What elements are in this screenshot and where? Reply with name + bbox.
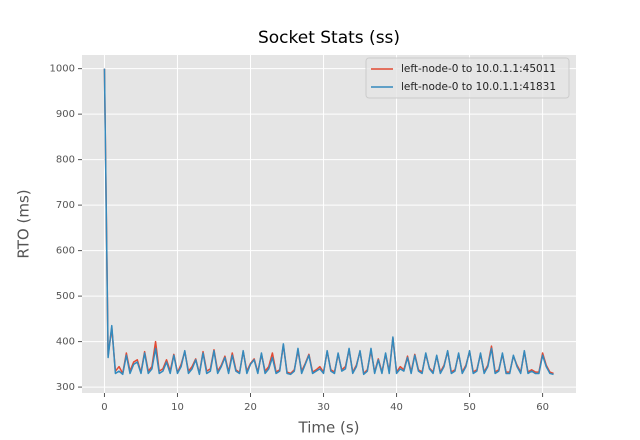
y-tick-label: 1000 (50, 64, 75, 75)
legend-label: left-node-0 to 10.0.1.1:45011 (401, 63, 556, 75)
lines (103, 68, 554, 376)
y-tick-label: 500 (56, 291, 75, 302)
series-line (103, 68, 554, 376)
y-tick-label: 800 (56, 155, 75, 166)
x-tick-label: 60 (536, 402, 549, 413)
ticks: 300 400 500 600 700 800 900 1000 0 10 20 30 40 50 60 (50, 64, 549, 413)
y-axis-label: RTO (ms) (15, 189, 33, 258)
plot-background (82, 55, 576, 393)
legend: left-node-0 to 10.0.1.1:45011 left-node-0… (365, 57, 570, 99)
y-tick-label: 700 (56, 200, 75, 211)
x-tick-label: 50 (463, 402, 476, 413)
x-tick-label: 30 (317, 402, 330, 413)
x-tick-label: 10 (171, 402, 184, 413)
x-tick-label: 20 (244, 402, 257, 413)
y-tick-label: 300 (56, 382, 75, 393)
y-tick-label: 400 (56, 337, 75, 348)
chart-title: Socket Stats (ss) (258, 28, 400, 48)
x-tick-label: 40 (390, 402, 403, 413)
x-axis-label: Time (s) (298, 419, 360, 437)
y-tick-label: 900 (56, 109, 75, 120)
legend-label: left-node-0 to 10.0.1.1:41831 (401, 81, 556, 93)
y-tick-label: 600 (56, 246, 75, 257)
legend-box (365, 57, 570, 99)
x-tick-label: 0 (101, 402, 107, 413)
